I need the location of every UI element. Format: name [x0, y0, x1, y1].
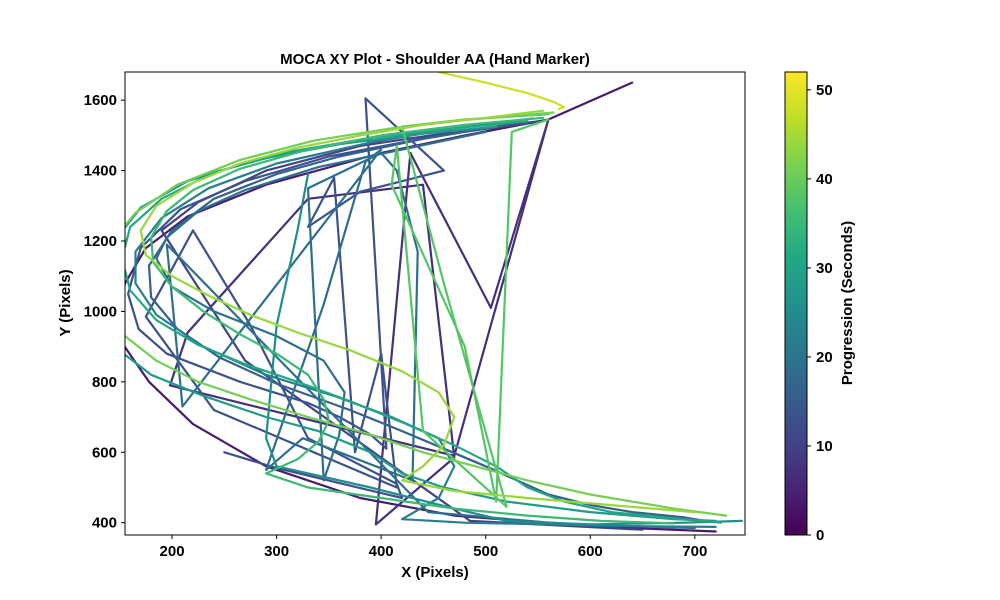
trajectory-segment-5 — [155, 130, 696, 530]
trajectory-segment-14 — [437, 72, 566, 111]
x-tick-label: 400 — [369, 543, 394, 560]
x-axis-label: X (Pixels) — [401, 564, 469, 581]
y-axis: 400 600 800 1000 1200 1400 1600 — [84, 92, 125, 532]
y-tick-label: 800 — [92, 374, 117, 391]
x-tick-label: 200 — [160, 543, 185, 560]
x-tick-label: 700 — [682, 543, 707, 560]
colorbar-tick-label: 20 — [816, 349, 833, 366]
y-tick-label: 600 — [92, 444, 117, 461]
colorbar — [784, 71, 808, 536]
x-tick-label: 500 — [473, 543, 498, 560]
y-tick-label: 1000 — [84, 303, 117, 320]
trajectory-segment-10 — [150, 116, 676, 525]
colorbar-axis: 0 10 20 30 40 50 — [807, 82, 833, 544]
y-tick-label: 400 — [92, 515, 117, 532]
y-tick-label: 1400 — [84, 163, 117, 180]
plot-frame — [124, 71, 746, 536]
x-tick-label: 300 — [264, 543, 289, 560]
y-tick-label: 1600 — [84, 92, 117, 109]
y-tick-label: 1200 — [84, 233, 117, 250]
colorbar-tick-label: 10 — [816, 438, 833, 455]
trajectory-segment-7 — [265, 173, 744, 526]
trajectory-segment-9 — [125, 120, 723, 524]
colorbar-label: Progression (Seconds) — [839, 221, 856, 385]
trajectory-segment-6 — [134, 117, 717, 529]
trajectory-segment-1 — [168, 118, 550, 526]
chart-title: MOCA XY Plot - Shoulder AA (Hand Marker) — [280, 51, 590, 68]
colorbar-tick-label: 40 — [816, 171, 833, 188]
colorbar-tick-label: 50 — [816, 82, 833, 99]
trajectory-segment-12 — [125, 111, 728, 517]
trajectory-segment-11 — [390, 113, 550, 508]
x-axis: 200 300 400 500 600 700 — [160, 535, 707, 560]
series-layer — [125, 72, 744, 533]
y-axis-label: Y (Pixels) — [57, 269, 74, 336]
colorbar-tick-label: 30 — [816, 260, 833, 277]
colorbar-tick-label: 0 — [816, 527, 824, 544]
trajectory-segment-2 — [160, 120, 644, 531]
x-tick-label: 600 — [578, 543, 603, 560]
trajectory-segment-13 — [139, 109, 696, 514]
